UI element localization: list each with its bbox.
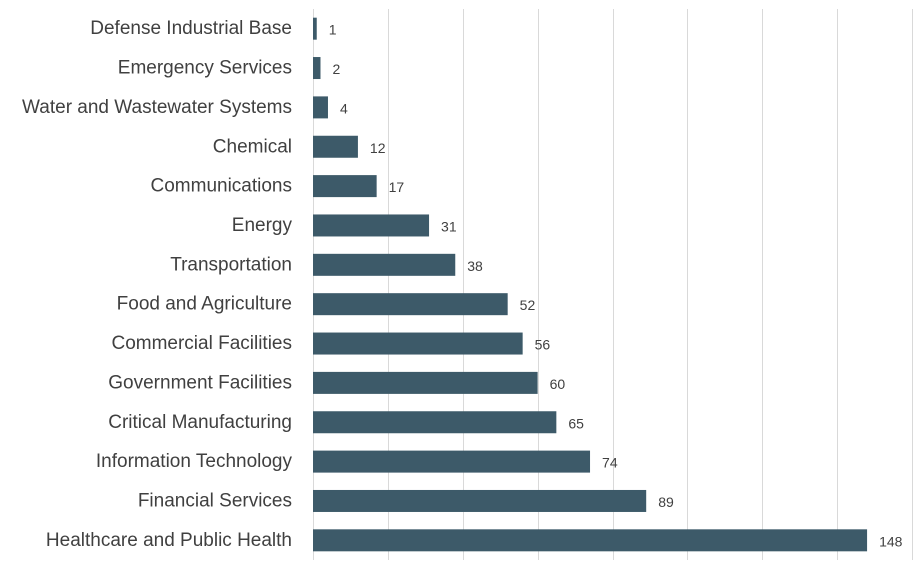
value-label: 12 xyxy=(370,140,386,156)
category-label: Food and Agriculture xyxy=(117,294,292,315)
category-label: Government Facilities xyxy=(108,372,292,393)
bar xyxy=(313,135,358,158)
value-label: 60 xyxy=(550,376,566,392)
bar xyxy=(313,332,523,355)
category-label: Transportation xyxy=(170,254,292,275)
bar xyxy=(313,175,377,198)
value-label: 2 xyxy=(332,61,340,77)
bar xyxy=(313,411,557,434)
bar xyxy=(313,293,508,316)
category-label: Communications xyxy=(151,176,293,197)
category-label: Healthcare and Public Health xyxy=(46,530,292,551)
value-label: 38 xyxy=(467,258,483,274)
category-label: Chemical xyxy=(213,136,292,157)
category-label: Critical Manufacturing xyxy=(108,412,292,433)
category-label: Financial Services xyxy=(138,490,292,511)
category-labels: Defense Industrial Base Emergency Service… xyxy=(22,18,292,551)
bars xyxy=(313,17,868,552)
bar xyxy=(313,96,328,119)
bar xyxy=(313,371,538,394)
value-label: 17 xyxy=(389,179,405,195)
bar xyxy=(313,253,456,276)
category-label: Emergency Services xyxy=(118,58,292,79)
value-label: 4 xyxy=(340,100,348,116)
category-label: Water and Wastewater Systems xyxy=(22,97,292,118)
category-label: Information Technology xyxy=(96,451,293,472)
bar xyxy=(313,57,321,80)
bar xyxy=(313,529,868,552)
bar xyxy=(313,450,591,473)
value-label: 74 xyxy=(602,455,618,471)
category-label: Defense Industrial Base xyxy=(90,18,292,39)
value-label: 65 xyxy=(568,415,584,431)
value-label: 89 xyxy=(658,494,674,510)
category-label: Commercial Facilities xyxy=(111,333,292,354)
gridlines xyxy=(313,9,913,560)
bar xyxy=(313,489,647,512)
bar xyxy=(313,214,430,237)
value-label: 148 xyxy=(879,533,903,549)
value-label: 56 xyxy=(535,337,551,353)
value-label: 52 xyxy=(520,297,536,313)
value-label: 1 xyxy=(329,22,337,38)
value-label: 31 xyxy=(441,218,457,234)
category-label: Energy xyxy=(232,215,293,236)
bar xyxy=(313,17,317,40)
